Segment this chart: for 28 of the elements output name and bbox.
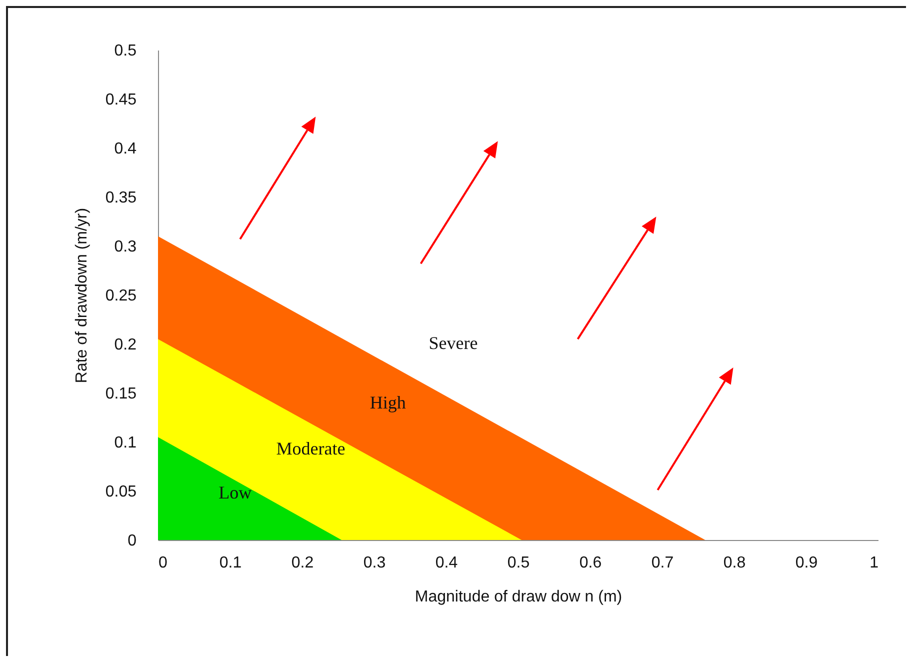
series-label: Moderate [276, 438, 346, 459]
x-tick-label: 0.9 [795, 554, 818, 572]
x-tick-label: 0.7 [651, 554, 674, 572]
y-tick-label: 0.45 [105, 92, 137, 108]
x-tick-label: 0.1 [219, 554, 242, 572]
series-label: High [370, 392, 406, 412]
y-tick-label: 0.4 [114, 140, 137, 158]
x-tick-label: 1 [870, 554, 879, 572]
series-label: Low [218, 482, 252, 503]
x-tick-label: 0.5 [507, 554, 530, 572]
y-tick-label: 0.1 [114, 434, 137, 452]
annotation: Severe [428, 333, 478, 353]
x-tick-label: 0 [158, 554, 168, 572]
y-tick-label: 0.25 [105, 288, 137, 304]
y-tick-label: 0 [128, 532, 137, 550]
x-tick-label: 0.2 [291, 554, 314, 572]
y-tick-label: 0.15 [105, 386, 137, 402]
y-axis-title: Rate of drawdown (m/yr) [73, 208, 90, 384]
y-tick-label: 0.3 [114, 238, 137, 256]
x-tick-label: 0.8 [723, 554, 746, 572]
x-tick-label: 0.6 [579, 554, 602, 572]
y-tick-label: 0.35 [105, 190, 137, 206]
x-tick-label: 0.3 [363, 554, 386, 572]
y-tick-label: 0.5 [114, 42, 137, 60]
x-tick-label: 0.4 [435, 554, 458, 572]
y-tick-label: 0.2 [114, 336, 137, 354]
x-axis-title: Magnitude of draw dow n (m) [414, 588, 622, 606]
y-tick-label: 0.05 [105, 484, 137, 500]
